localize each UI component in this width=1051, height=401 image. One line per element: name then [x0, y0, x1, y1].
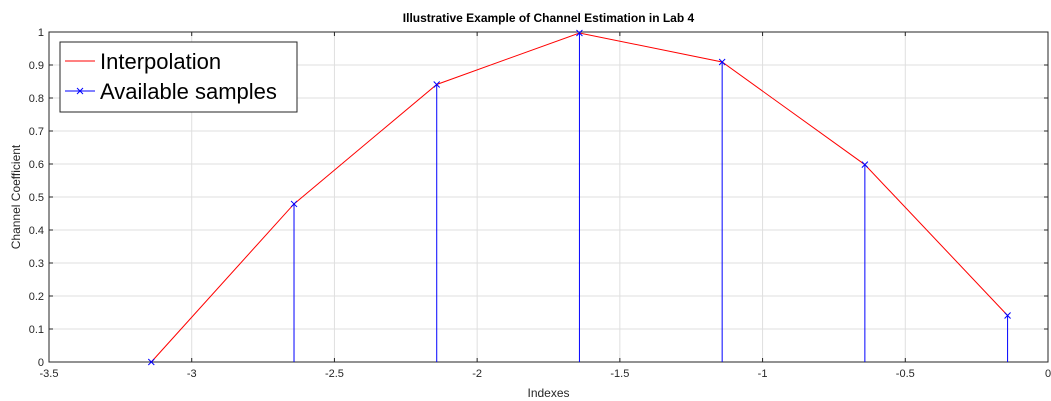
legend-marker-available-samples — [76, 87, 84, 95]
x-tick-label: -2 — [472, 368, 482, 380]
x-tick-label: -3 — [187, 368, 197, 380]
y-tick-label: 0.1 — [29, 324, 44, 336]
ticks: -3.5 -3 -2.5 -2 -1.5 -1 -0.5 0 0 0.1 0.2 0.3 0.4 0.5 0… — [29, 27, 1051, 380]
y-tick-label: 0.3 — [29, 258, 44, 270]
y-tick-label: 0 — [38, 357, 44, 369]
y-tick-label: 0.7 — [29, 126, 44, 138]
x-axis-label: Indexes — [527, 386, 569, 400]
y-tick-label: 0.4 — [29, 225, 44, 237]
sample-marker-stroke — [147, 358, 155, 366]
sample-marker — [147, 358, 155, 366]
legend-marker-stroke — [76, 87, 84, 95]
sample-marker — [718, 58, 726, 66]
y-tick-label: 1 — [38, 27, 44, 39]
sample-marker-stroke — [861, 161, 869, 169]
y-tick-label: 0.9 — [29, 60, 44, 72]
y-tick-label: 0.5 — [29, 192, 44, 204]
y-tick-label: 0.2 — [29, 291, 44, 303]
x-tick-label: -3.5 — [40, 368, 59, 380]
series-1 — [147, 29, 1011, 366]
sample-marker — [1004, 312, 1011, 319]
x-tick-label: -2.5 — [325, 368, 344, 380]
sample-marker — [576, 29, 583, 37]
sample-marker-stroke — [576, 29, 583, 37]
sample-marker-stroke — [1004, 312, 1011, 319]
sample-marker-stroke — [290, 200, 298, 208]
legend: Interpolation Available samples — [59, 41, 298, 113]
x-tick-label: 0 — [1045, 368, 1051, 380]
chart-title: Illustrative Example of Channel Estimati… — [403, 11, 695, 25]
legend-label-available-samples: Available samples — [100, 79, 277, 104]
sample-marker — [433, 81, 441, 88]
sample-marker-stroke — [718, 58, 726, 66]
x-tick-label: -1 — [758, 368, 768, 380]
sample-marker — [861, 161, 869, 169]
sample-marker-stroke — [433, 81, 441, 88]
sample-marker — [290, 200, 298, 208]
y-tick-label: 0.8 — [29, 93, 44, 105]
y-axis-label: Channel Coefficient — [9, 144, 23, 249]
x-tick-label: -0.5 — [896, 368, 915, 380]
series — [147, 29, 1011, 366]
y-tick-label: 0.6 — [29, 159, 44, 171]
legend-box — [59, 41, 298, 113]
grid — [48, 31, 1049, 363]
x-tick-label: -1.5 — [610, 368, 629, 380]
legend-label-interpolation: Interpolation — [100, 49, 221, 74]
